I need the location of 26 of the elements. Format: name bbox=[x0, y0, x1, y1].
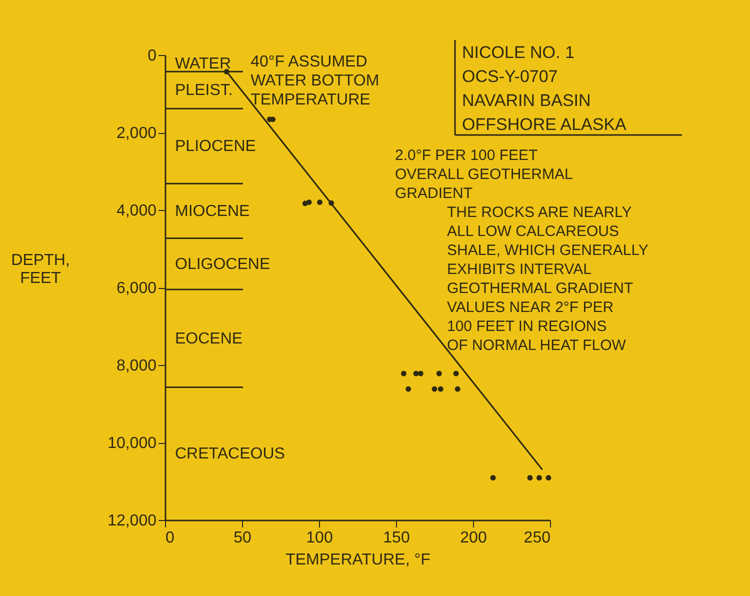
y-tick-label: 6,000 bbox=[116, 280, 157, 297]
x-tick-label: 200 bbox=[460, 530, 487, 546]
y-tick-label: 12,000 bbox=[108, 512, 157, 530]
annotation: 2.0°F PER 100 FEET OVERALL GEOTHERMAL GRADIENT bbox=[395, 147, 573, 202]
x-tick-label: 0 bbox=[166, 530, 174, 546]
annotation: OLIGOCENE bbox=[175, 256, 270, 273]
annotation: 40°F ASSUMED WATER BOTTOM TEMPERATURE bbox=[250, 54, 380, 109]
y-tick-label: 4,000 bbox=[116, 202, 157, 220]
annotation: WATER bbox=[175, 55, 231, 72]
x-tick-label: 50 bbox=[234, 530, 252, 546]
y-tick-label: 0 bbox=[148, 48, 157, 64]
annotation: NICOLE NO. 1 OCS-Y-0707 NAVARIN BASIN OFFSHORE ALASKA bbox=[462, 43, 628, 134]
x-tick-label: 100 bbox=[306, 530, 333, 546]
x-axis-title: TEMPERATURE, °F bbox=[286, 552, 431, 568]
annotation: PLEIST. bbox=[175, 82, 233, 100]
annotation: THE ROCKS ARE NEARLY ALL LOW CALCAREOUS SHALE, WHICH GENERALLY EXHIBITS INTERVAL GEOTHERMAL GRADIENT VALUES NEAR 2°F PER 100 FEET IN REGIONS OF NORMAL HEAT FLOW bbox=[447, 204, 648, 354]
y-tick-label: 8,000 bbox=[116, 358, 157, 374]
annotation: MIOCENE bbox=[175, 202, 250, 220]
annotation: EOCENE bbox=[175, 330, 243, 348]
y-tick-label: 2,000 bbox=[116, 125, 157, 142]
annotation: PLIOCENE bbox=[175, 138, 256, 156]
x-tick-label: 150 bbox=[383, 530, 410, 546]
y-axis-title: DEPTH, FEET bbox=[11, 252, 70, 287]
y-tick-label: 10,000 bbox=[108, 435, 157, 452]
x-tick-label: 250 bbox=[524, 530, 551, 546]
annotation: CRETACEOUS bbox=[175, 446, 285, 463]
